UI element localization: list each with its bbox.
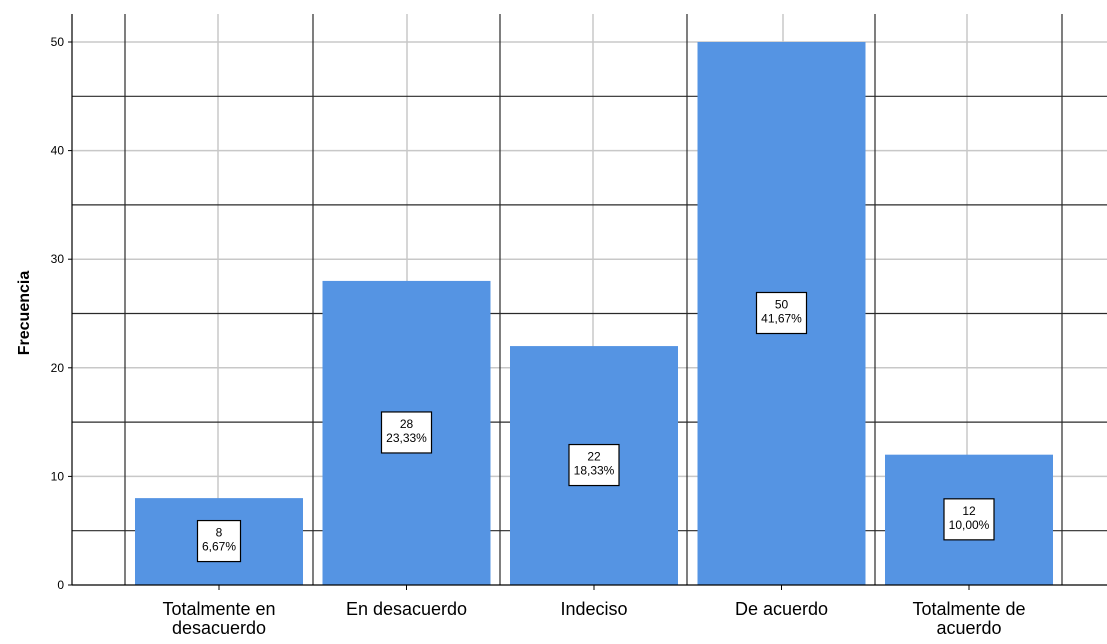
data-label-value: 8 xyxy=(216,526,223,540)
data-label-percent: 6,67% xyxy=(202,540,236,554)
data-label-percent: 23,33% xyxy=(386,431,427,445)
y-tick-label: 50 xyxy=(51,35,65,49)
y-tick-label: 40 xyxy=(51,144,65,158)
y-tick-label: 20 xyxy=(51,361,65,375)
y-tick-label: 0 xyxy=(57,578,64,592)
data-label-value: 12 xyxy=(962,504,976,518)
data-label-box xyxy=(943,498,995,541)
x-tick-label: desacuerdo xyxy=(172,618,266,638)
data-label-box xyxy=(196,519,242,563)
x-tick-label: Totalmente en xyxy=(162,599,275,619)
data-label: 86,67% xyxy=(196,519,242,563)
data-label-box xyxy=(755,291,808,335)
x-tick-label: De acuerdo xyxy=(735,599,828,619)
data-label-percent: 10,00% xyxy=(949,518,990,532)
x-tick-label: acuerdo xyxy=(936,618,1001,638)
data-label-value: 28 xyxy=(400,417,414,431)
data-label-value: 22 xyxy=(587,450,601,464)
axes: Frecuencia 0 10 20 30 40 50 Totalmente endesac… xyxy=(16,14,1107,638)
x-tick-label: Indeciso xyxy=(560,599,627,619)
data-label-percent: 18,33% xyxy=(574,464,615,478)
data-label-box xyxy=(380,411,433,454)
x-tick-label: En desacuerdo xyxy=(346,599,467,619)
y-tick-label: 10 xyxy=(51,469,65,483)
y-axis-label: Frecuencia xyxy=(16,271,33,356)
data-label-percent: 41,67% xyxy=(761,312,802,326)
data-label-value: 50 xyxy=(775,298,789,312)
y-tick-label: 30 xyxy=(51,252,65,266)
data-label-box xyxy=(568,443,620,487)
x-tick-label: Totalmente de xyxy=(912,599,1025,619)
bars xyxy=(135,42,1053,585)
